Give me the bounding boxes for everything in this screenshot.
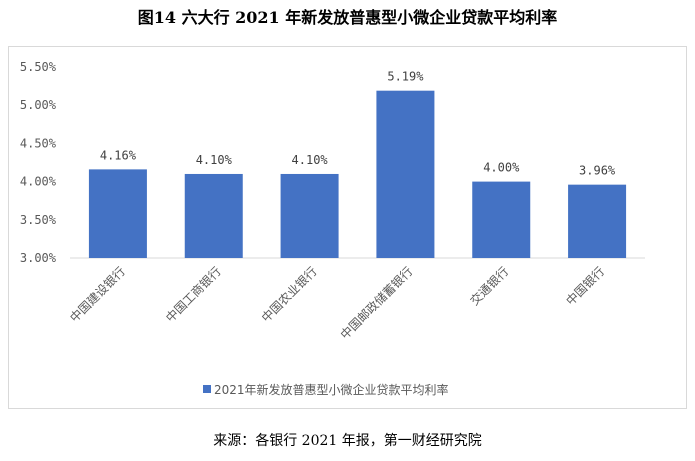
bar (568, 184, 627, 258)
bar (184, 173, 243, 258)
legend-label: 2021年新发放普惠型小微企业贷款平均利率 (214, 382, 449, 397)
data-label: 4.10% (292, 153, 329, 167)
data-label: 4.00% (483, 161, 520, 175)
data-label: 3.96% (579, 164, 616, 178)
y-tick-label: 5.00% (20, 98, 57, 112)
x-tick-label: 中国农业银行 (258, 264, 320, 326)
chart-frame (8, 46, 687, 409)
bar (376, 90, 435, 259)
x-tick-label: 中国工商银行 (162, 264, 224, 326)
y-tick-label: 4.50% (20, 136, 57, 150)
bar (280, 173, 339, 258)
figure-title: 图14 六大行 2021 年新发放普惠型小微企业贷款平均利率 (137, 8, 558, 27)
x-tick-label: 中国邮政储蓄银行 (337, 264, 415, 342)
x-tick-label: 中国银行 (563, 264, 608, 309)
y-tick-label: 5.50% (20, 60, 57, 74)
data-label: 4.10% (196, 153, 233, 167)
y-tick-label: 3.50% (20, 213, 57, 227)
y-tick-label: 4.00% (20, 175, 57, 189)
bar (88, 169, 147, 258)
data-label: 4.16% (100, 148, 137, 162)
source-note: 来源：各银行 2021 年报，第一财经研究院 (213, 433, 482, 449)
x-tick-label: 中国建设银行 (67, 264, 129, 326)
legend-swatch (203, 385, 211, 393)
bar (472, 181, 531, 258)
y-tick-label: 3.00% (20, 251, 57, 265)
x-tick-label: 交通银行 (467, 264, 512, 309)
data-label: 5.19% (387, 70, 424, 84)
